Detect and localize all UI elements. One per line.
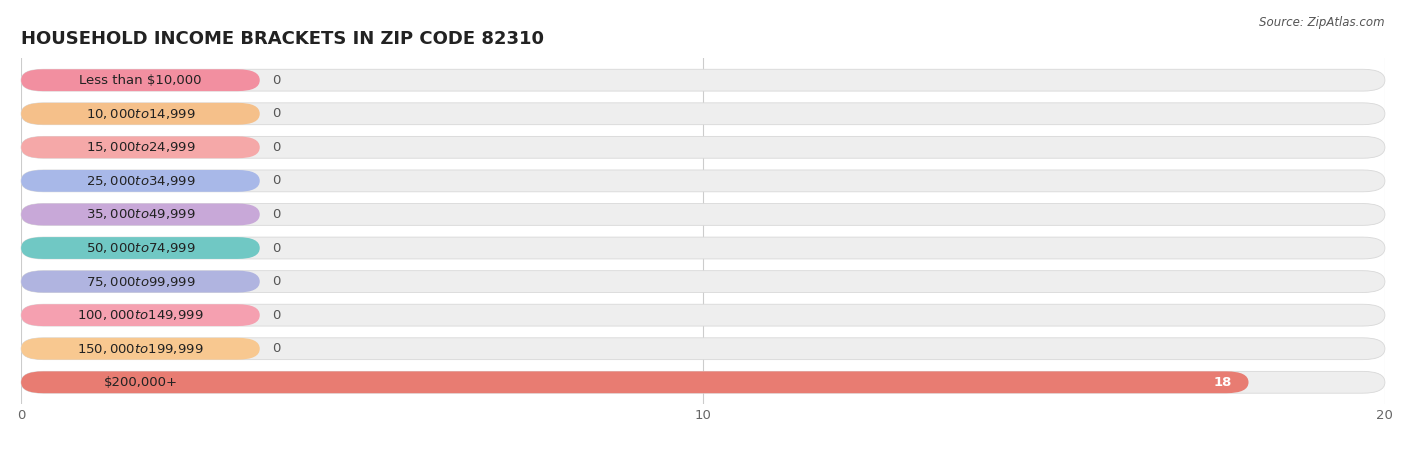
FancyBboxPatch shape [21, 203, 1385, 225]
FancyBboxPatch shape [21, 338, 260, 360]
Text: $100,000 to $149,999: $100,000 to $149,999 [77, 308, 204, 322]
Text: 0: 0 [271, 208, 280, 221]
Text: 0: 0 [271, 308, 280, 321]
Text: $200,000+: $200,000+ [104, 376, 177, 389]
FancyBboxPatch shape [21, 371, 1385, 393]
Text: $15,000 to $24,999: $15,000 to $24,999 [86, 141, 195, 154]
FancyBboxPatch shape [21, 237, 260, 259]
FancyBboxPatch shape [21, 69, 260, 91]
Text: $150,000 to $199,999: $150,000 to $199,999 [77, 342, 204, 356]
Text: 0: 0 [271, 141, 280, 154]
FancyBboxPatch shape [21, 203, 260, 225]
Text: HOUSEHOLD INCOME BRACKETS IN ZIP CODE 82310: HOUSEHOLD INCOME BRACKETS IN ZIP CODE 82… [21, 31, 544, 48]
FancyBboxPatch shape [21, 170, 1385, 192]
Text: 0: 0 [271, 275, 280, 288]
Text: 0: 0 [271, 74, 280, 87]
FancyBboxPatch shape [21, 304, 1385, 326]
Text: $35,000 to $49,999: $35,000 to $49,999 [86, 207, 195, 221]
Text: 0: 0 [271, 107, 280, 120]
Text: $10,000 to $14,999: $10,000 to $14,999 [86, 107, 195, 121]
Text: Less than $10,000: Less than $10,000 [79, 74, 201, 87]
FancyBboxPatch shape [21, 136, 260, 158]
Text: 0: 0 [271, 242, 280, 255]
FancyBboxPatch shape [21, 136, 1385, 158]
FancyBboxPatch shape [21, 338, 1385, 360]
Text: 18: 18 [1213, 376, 1232, 389]
Text: $25,000 to $34,999: $25,000 to $34,999 [86, 174, 195, 188]
FancyBboxPatch shape [21, 103, 1385, 125]
FancyBboxPatch shape [21, 170, 260, 192]
FancyBboxPatch shape [21, 304, 260, 326]
FancyBboxPatch shape [21, 69, 1385, 91]
FancyBboxPatch shape [21, 103, 260, 125]
FancyBboxPatch shape [21, 237, 1385, 259]
Text: $50,000 to $74,999: $50,000 to $74,999 [86, 241, 195, 255]
Text: 0: 0 [271, 342, 280, 355]
FancyBboxPatch shape [21, 271, 1385, 292]
Text: 0: 0 [271, 174, 280, 187]
Text: $75,000 to $99,999: $75,000 to $99,999 [86, 275, 195, 289]
FancyBboxPatch shape [21, 371, 1249, 393]
FancyBboxPatch shape [21, 271, 260, 292]
Text: Source: ZipAtlas.com: Source: ZipAtlas.com [1260, 16, 1385, 29]
